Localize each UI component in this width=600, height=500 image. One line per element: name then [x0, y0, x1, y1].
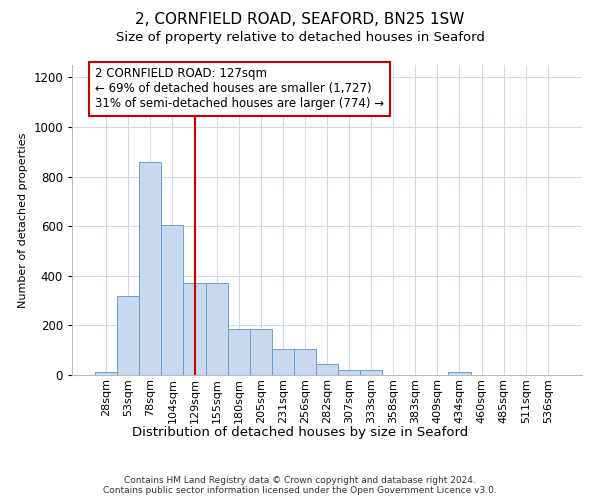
Text: 2, CORNFIELD ROAD, SEAFORD, BN25 1SW: 2, CORNFIELD ROAD, SEAFORD, BN25 1SW	[136, 12, 464, 28]
Bar	[161, 225, 184, 375]
Text: Distribution of detached houses by size in Seaford: Distribution of detached houses by size …	[132, 426, 468, 439]
Bar	[448, 372, 470, 375]
Text: Size of property relative to detached houses in Seaford: Size of property relative to detached ho…	[116, 31, 484, 44]
Text: Contains public sector information licensed under the Open Government Licence v3: Contains public sector information licen…	[103, 486, 497, 495]
Bar	[206, 283, 227, 375]
Bar	[184, 283, 206, 375]
Bar	[316, 364, 338, 375]
Bar	[117, 296, 139, 375]
Bar	[250, 329, 272, 375]
Bar	[272, 349, 294, 375]
Bar	[227, 329, 250, 375]
Bar	[95, 372, 117, 375]
Bar	[360, 370, 382, 375]
Text: 2 CORNFIELD ROAD: 127sqm
← 69% of detached houses are smaller (1,727)
31% of sem: 2 CORNFIELD ROAD: 127sqm ← 69% of detach…	[95, 68, 385, 110]
Bar	[294, 349, 316, 375]
Bar	[139, 162, 161, 375]
Y-axis label: Number of detached properties: Number of detached properties	[17, 132, 28, 308]
Text: Contains HM Land Registry data © Crown copyright and database right 2024.: Contains HM Land Registry data © Crown c…	[124, 476, 476, 485]
Bar	[338, 370, 360, 375]
